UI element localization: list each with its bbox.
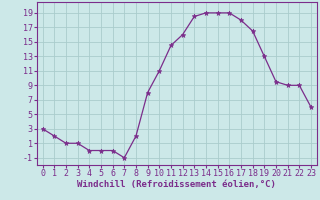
X-axis label: Windchill (Refroidissement éolien,°C): Windchill (Refroidissement éolien,°C) [77,180,276,189]
